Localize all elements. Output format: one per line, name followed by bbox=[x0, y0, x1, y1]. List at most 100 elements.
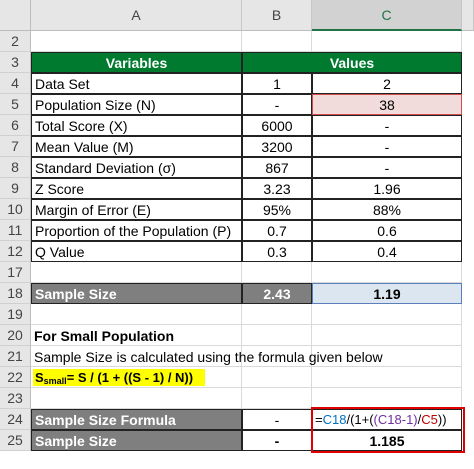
column-header-b[interactable]: B bbox=[242, 0, 312, 31]
row-header[interactable]: 12 bbox=[0, 241, 31, 262]
variable-label[interactable]: Margin of Error (E) bbox=[31, 199, 242, 220]
cell-a[interactable] bbox=[31, 367, 242, 388]
cell-c[interactable] bbox=[312, 304, 462, 325]
variable-label[interactable]: Q Value bbox=[31, 241, 242, 262]
formula-s: S bbox=[35, 370, 44, 385]
variable-label[interactable]: Standard Deviation (σ) bbox=[31, 157, 242, 178]
formula-part: /(1+( bbox=[346, 412, 374, 427]
row-header[interactable]: 2 bbox=[0, 31, 31, 52]
variable-label[interactable]: Total Score (X) bbox=[31, 115, 242, 136]
value-c[interactable]: - bbox=[312, 136, 462, 157]
row-header[interactable]: 11 bbox=[0, 220, 31, 241]
cell-c[interactable] bbox=[312, 31, 462, 52]
cell-a[interactable] bbox=[31, 262, 242, 283]
variable-label[interactable]: Z Score bbox=[31, 178, 242, 199]
formula-highlight-box bbox=[311, 407, 465, 453]
cell-b[interactable] bbox=[242, 325, 312, 346]
value-c[interactable]: 0.6 bbox=[312, 220, 462, 241]
value-b[interactable]: 3.23 bbox=[242, 178, 312, 199]
variable-label[interactable]: Data Set bbox=[31, 73, 242, 94]
formula-part: C5 bbox=[421, 412, 438, 427]
column-header-a[interactable]: A bbox=[31, 0, 242, 31]
values-header[interactable]: Values bbox=[242, 52, 462, 73]
result-b[interactable]: - bbox=[242, 430, 312, 451]
value-b[interactable]: 867 bbox=[242, 157, 312, 178]
cell-a[interactable] bbox=[31, 325, 242, 346]
value-b[interactable]: - bbox=[242, 94, 312, 115]
sample-size-formula-label[interactable]: Sample Size Formula bbox=[31, 409, 242, 430]
value-b[interactable]: 0.3 bbox=[242, 241, 312, 262]
row-header[interactable]: 8 bbox=[0, 157, 31, 178]
formula-b[interactable]: - bbox=[242, 409, 312, 430]
column-header-d[interactable] bbox=[462, 0, 474, 31]
formula-rest: = S / (1 + ((S - 1) / N)) bbox=[66, 370, 194, 385]
sample-size-b[interactable]: 2.43 bbox=[242, 283, 312, 304]
cell-a[interactable] bbox=[31, 346, 242, 367]
cell-b[interactable] bbox=[242, 31, 312, 52]
sample-size-c[interactable]: 1.19 bbox=[312, 283, 462, 304]
formula-part: ( bbox=[373, 412, 378, 427]
value-b[interactable]: 95% bbox=[242, 199, 312, 220]
population-size-cell[interactable]: 38 bbox=[312, 94, 462, 115]
cell-b[interactable] bbox=[242, 262, 312, 283]
row-header[interactable]: 21 bbox=[0, 346, 31, 367]
cell-c[interactable] bbox=[312, 262, 462, 283]
value-b[interactable]: 3200 bbox=[242, 136, 312, 157]
variable-label[interactable]: Population Size (N) bbox=[31, 94, 242, 115]
row-header[interactable]: 18 bbox=[0, 283, 31, 304]
value-c[interactable]: 1.96 bbox=[312, 178, 462, 199]
value-b[interactable]: 0.7 bbox=[242, 220, 312, 241]
cell-b[interactable] bbox=[242, 304, 312, 325]
result-sample-size-label[interactable]: Sample Size bbox=[31, 430, 242, 451]
cell-a[interactable] bbox=[31, 388, 242, 409]
row-header[interactable]: 3 bbox=[0, 52, 31, 73]
row-header[interactable]: 9 bbox=[0, 178, 31, 199]
formula-description: Sample Size is calculated using the form… bbox=[34, 348, 383, 365]
value-c[interactable]: - bbox=[312, 157, 462, 178]
row-header[interactable]: 19 bbox=[0, 304, 31, 325]
row-header[interactable]: 4 bbox=[0, 73, 31, 94]
row-header[interactable]: 23 bbox=[0, 388, 31, 409]
row-header[interactable]: 10 bbox=[0, 199, 31, 220]
row-header[interactable]: 17 bbox=[0, 262, 31, 283]
value-b[interactable]: 6000 bbox=[242, 115, 312, 136]
formula-part: C18 bbox=[322, 412, 347, 427]
formula-part: / bbox=[417, 412, 422, 427]
cell-a[interactable] bbox=[31, 304, 242, 325]
variable-label[interactable]: Proportion of the Population (P) bbox=[31, 220, 242, 241]
formula-part: C18 bbox=[377, 412, 402, 427]
cell-b[interactable] bbox=[242, 388, 312, 409]
value-c[interactable]: 88% bbox=[312, 199, 462, 220]
small-population-title: For Small Population bbox=[34, 327, 175, 344]
cell-c[interactable] bbox=[312, 388, 462, 409]
sample-size-label[interactable]: Sample Size bbox=[31, 283, 242, 304]
variables-header[interactable]: Variables bbox=[31, 52, 242, 73]
cell-b[interactable] bbox=[242, 367, 312, 388]
row-header[interactable]: 25 bbox=[0, 430, 31, 451]
cell-c[interactable] bbox=[312, 325, 462, 346]
formula-subscript: small bbox=[43, 375, 67, 386]
formula-part: )) bbox=[437, 412, 447, 427]
select-all-corner[interactable] bbox=[0, 0, 31, 31]
row-header[interactable]: 20 bbox=[0, 325, 31, 346]
row-header[interactable]: 6 bbox=[0, 115, 31, 136]
variable-label[interactable]: Mean Value (M) bbox=[31, 136, 242, 157]
cell-b[interactable] bbox=[242, 346, 312, 367]
formula-cell[interactable]: = C18/(1+((C18 -1) / C5)) bbox=[312, 409, 462, 430]
row-header[interactable]: 24 bbox=[0, 409, 31, 430]
column-header-c[interactable]: C bbox=[312, 0, 462, 31]
formula-part: -1) bbox=[401, 412, 418, 427]
cell-a[interactable] bbox=[31, 31, 242, 52]
value-b[interactable]: 1 bbox=[242, 73, 312, 94]
value-c[interactable]: - bbox=[312, 115, 462, 136]
value-c[interactable]: 0.4 bbox=[312, 241, 462, 262]
value-c[interactable]: 2 bbox=[312, 73, 462, 94]
cell-c[interactable] bbox=[312, 346, 462, 367]
row-header[interactable]: 5 bbox=[0, 94, 31, 115]
row-header[interactable]: 22 bbox=[0, 367, 31, 388]
row-header[interactable]: 7 bbox=[0, 136, 31, 157]
cell-c[interactable] bbox=[312, 367, 462, 388]
formula-part: = bbox=[315, 412, 323, 427]
